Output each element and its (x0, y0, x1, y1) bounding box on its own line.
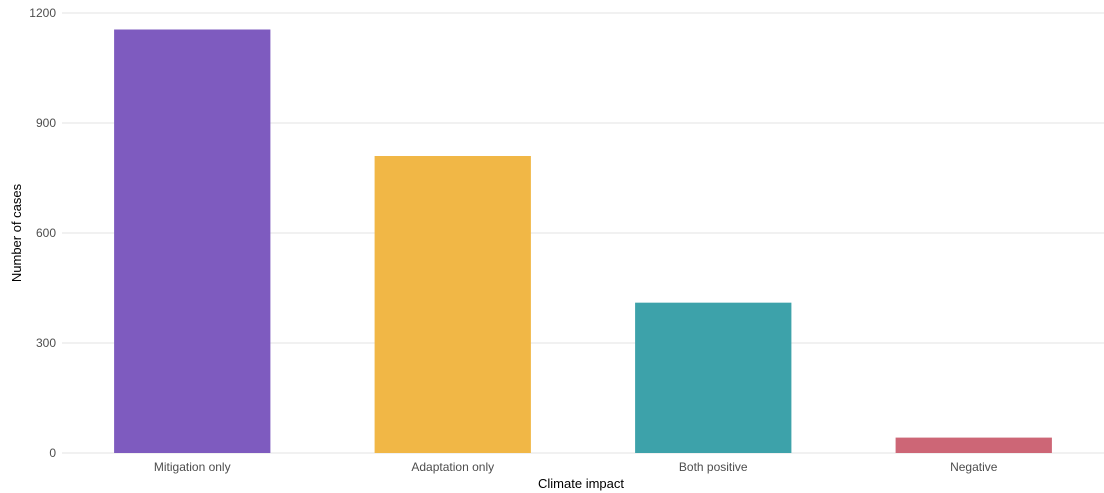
y-axis-title: Number of cases (9, 183, 24, 282)
bar-both-positive (635, 302, 792, 453)
y-tick-label: 0 (49, 446, 56, 460)
bar-negative (895, 437, 1052, 453)
y-axis-ticks: 0 300 600 900 1200 (29, 6, 56, 460)
bar-adaptation-only (374, 156, 531, 453)
x-tick-label-negative: Negative (950, 460, 998, 474)
bar-mitigation-only (114, 29, 271, 453)
y-tick-label: 1200 (29, 6, 56, 20)
x-axis-ticks: Mitigation only Adaptation only Both posit… (154, 460, 998, 474)
x-tick-label-adaptation-only: Adaptation only (411, 460, 494, 474)
x-axis-title: Climate impact (538, 476, 624, 491)
y-tick-label: 600 (36, 226, 56, 240)
bar-layer (114, 29, 1052, 453)
x-tick-label-mitigation-only: Mitigation only (154, 460, 231, 474)
x-tick-label-both-positive: Both positive (679, 460, 748, 474)
y-tick-label: 300 (36, 336, 56, 350)
y-tick-label: 900 (36, 116, 56, 130)
